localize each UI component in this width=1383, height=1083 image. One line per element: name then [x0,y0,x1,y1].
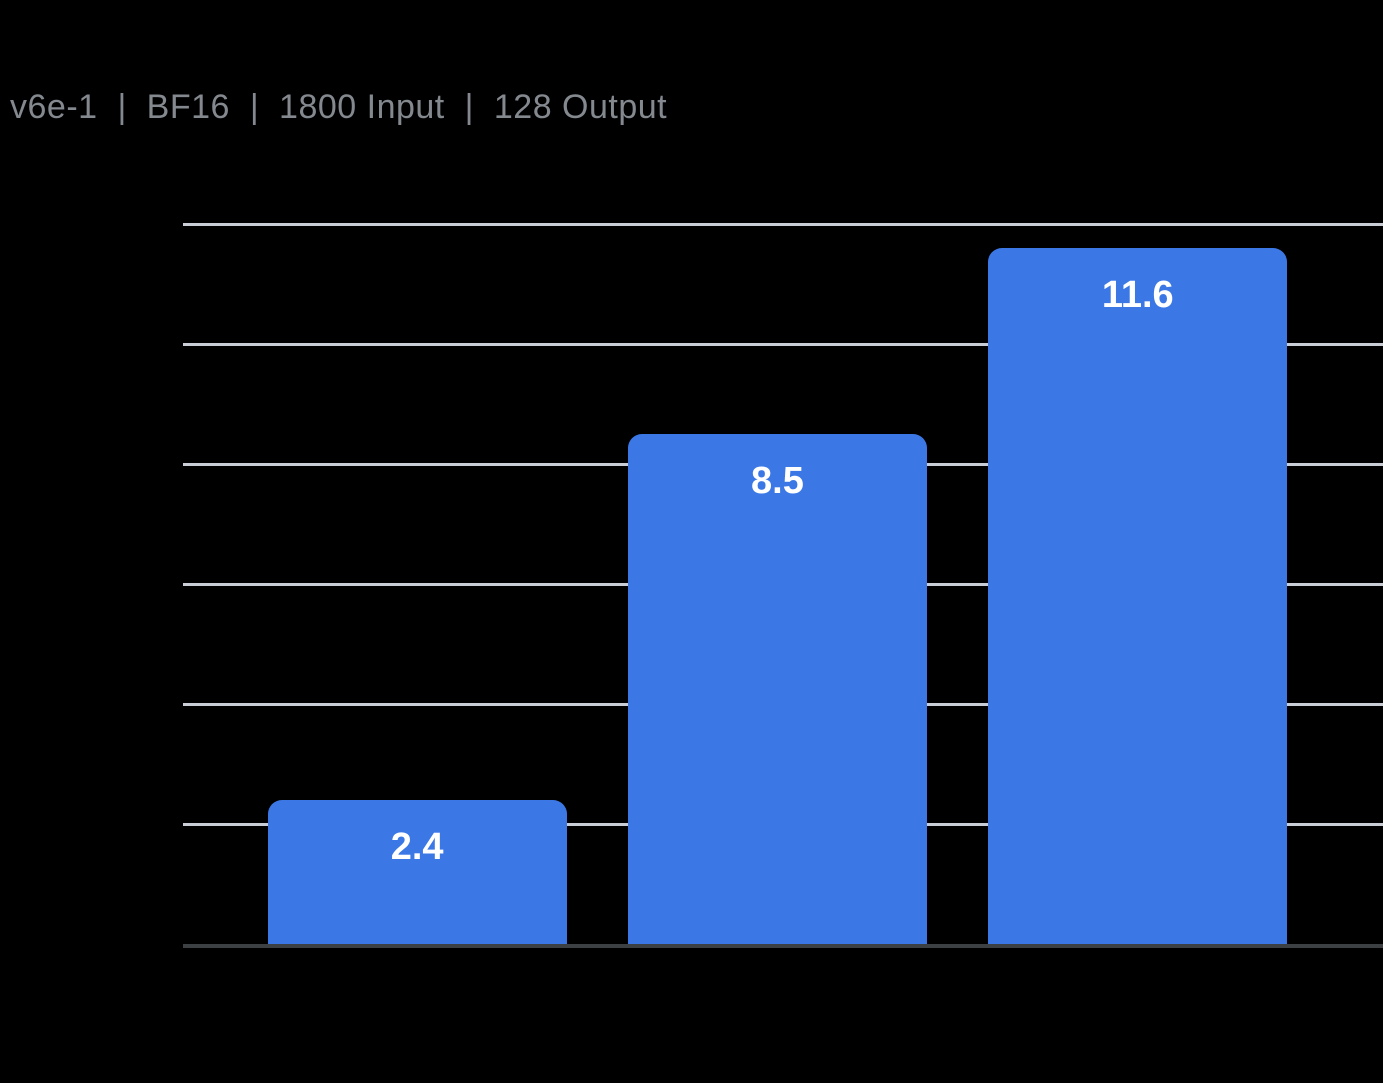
bar: 2.4 [267,800,567,944]
bar: 11.6 [988,248,1288,944]
bar-value-label: 11.6 [1101,274,1174,316]
chart-title: v6e-1 | BF16 | 1800 Input | 128 Output [10,88,668,126]
bar-value-label: 8.5 [751,460,804,502]
gridline [183,222,1383,226]
plot-area: 2.4 8.5 11.6 [183,222,1383,944]
bar-value-label: 2.4 [390,826,444,868]
x-axis-line [183,944,1383,948]
bar: 8.5 [627,434,927,944]
gridline [183,342,1383,346]
